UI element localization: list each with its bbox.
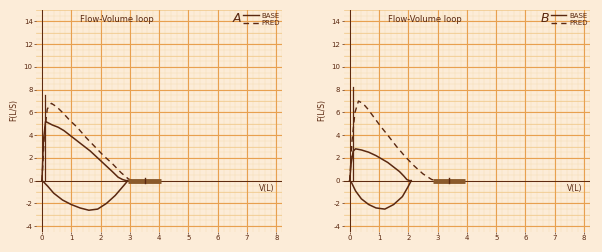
- Legend: BASE, PRED: BASE, PRED: [550, 11, 589, 28]
- Text: A: A: [233, 12, 241, 25]
- Text: V(L): V(L): [259, 184, 275, 193]
- Text: F(L/S): F(L/S): [10, 99, 19, 121]
- Text: Flow-Volume loop: Flow-Volume loop: [81, 15, 154, 23]
- Text: F(L/S): F(L/S): [317, 99, 326, 121]
- Legend: BASE, PRED: BASE, PRED: [242, 11, 281, 28]
- Text: Flow-Volume loop: Flow-Volume loop: [388, 15, 462, 23]
- Text: V(L): V(L): [567, 184, 583, 193]
- Text: B: B: [541, 12, 550, 25]
